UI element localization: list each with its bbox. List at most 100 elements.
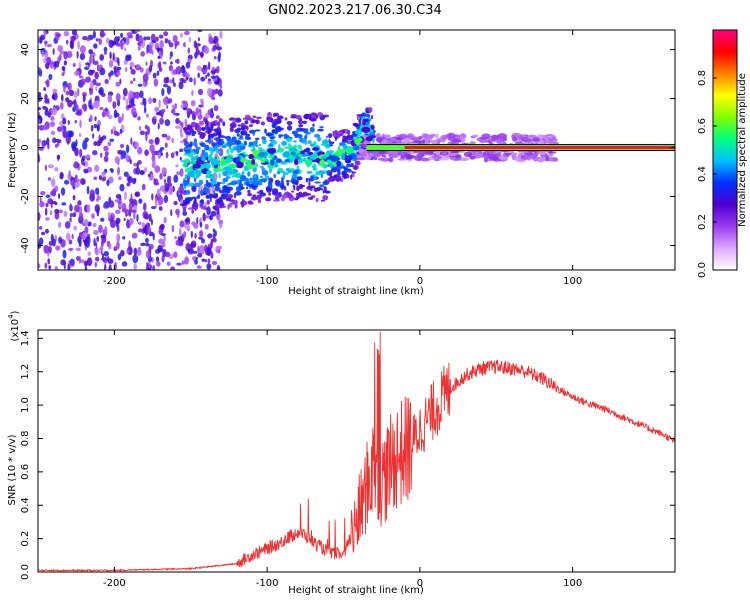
heatmap-cell bbox=[141, 221, 146, 228]
heatmap-cell bbox=[107, 141, 112, 147]
heatmap-cell bbox=[54, 208, 60, 214]
heatmap-cell bbox=[225, 175, 231, 179]
carrier-peak bbox=[450, 146, 675, 149]
heatmap-cell bbox=[237, 133, 240, 138]
heatmap-cell bbox=[213, 168, 220, 173]
heatmap-cell bbox=[126, 32, 133, 37]
heatmap-cell bbox=[161, 254, 165, 263]
heatmap-cell bbox=[123, 191, 127, 201]
heatmap-cell bbox=[89, 189, 95, 198]
heatmap-cell bbox=[324, 138, 328, 145]
heatmap-cell bbox=[92, 60, 99, 66]
heatmap-cell bbox=[265, 132, 273, 137]
heatmap-cell bbox=[82, 140, 88, 150]
heatmap-cell bbox=[273, 173, 277, 179]
heatmap-cell bbox=[176, 151, 179, 157]
heatmap-cell bbox=[532, 137, 540, 142]
heatmap-cell bbox=[45, 107, 49, 112]
heatmap-cell bbox=[206, 182, 212, 188]
heatmap-cell bbox=[190, 230, 194, 238]
heatmap-cell bbox=[105, 107, 108, 112]
heatmap-cell bbox=[138, 125, 142, 131]
heatmap-cell bbox=[305, 177, 309, 183]
heatmap-cell bbox=[524, 152, 535, 156]
heatmap-cell bbox=[171, 267, 174, 270]
heatmap-cell bbox=[219, 140, 225, 145]
heatmap-cell bbox=[171, 68, 174, 76]
heatmap-cell bbox=[160, 233, 166, 237]
heatmap-cell bbox=[310, 114, 317, 119]
heatmap-cell bbox=[182, 199, 185, 203]
heatmap-cell bbox=[207, 233, 213, 239]
heatmap-cell bbox=[208, 135, 211, 141]
heatmap-cell bbox=[123, 217, 126, 222]
heatmap-cell bbox=[126, 218, 130, 226]
heatmap-cell bbox=[221, 144, 227, 149]
heatmap-cell bbox=[210, 159, 219, 166]
spectrogram-frame bbox=[37, 29, 676, 271]
heatmap-cell bbox=[245, 186, 249, 190]
heatmap-cell bbox=[339, 132, 343, 135]
heatmap-cell bbox=[278, 191, 282, 198]
heatmap-cell bbox=[133, 77, 136, 82]
heatmap-cell bbox=[79, 178, 86, 185]
heatmap-cell bbox=[63, 179, 70, 185]
heatmap-cell bbox=[136, 162, 139, 169]
heatmap-cell bbox=[221, 193, 229, 196]
heatmap-cell bbox=[94, 71, 99, 80]
heatmap-cell bbox=[92, 133, 95, 139]
heatmap-cell bbox=[142, 97, 145, 105]
heatmap-cell bbox=[225, 156, 233, 164]
heatmap-cell bbox=[178, 227, 182, 236]
heatmap-cell bbox=[99, 136, 104, 142]
heatmap-cell bbox=[356, 124, 360, 130]
heatmap-cell bbox=[84, 226, 89, 234]
heatmap-cell bbox=[129, 159, 132, 165]
heatmap-cell bbox=[175, 164, 179, 168]
heatmap-cell bbox=[112, 52, 115, 61]
heatmap-cell bbox=[138, 35, 143, 45]
heatmap-cell bbox=[145, 61, 148, 66]
heatmap-cell bbox=[372, 138, 375, 143]
heatmap-cell bbox=[193, 40, 197, 49]
heatmap-cell bbox=[87, 251, 92, 257]
heatmap-cell bbox=[276, 115, 284, 120]
heatmap-cell bbox=[108, 243, 112, 250]
heatmap-cell bbox=[194, 51, 198, 59]
heatmap-cell bbox=[51, 107, 58, 116]
heatmap-cell bbox=[356, 154, 362, 159]
heatmap-cell bbox=[350, 174, 353, 180]
heatmap-cell bbox=[199, 98, 203, 104]
heatmap-cell bbox=[163, 178, 166, 185]
heatmap-cell bbox=[81, 104, 85, 110]
heatmap-cell bbox=[140, 51, 146, 57]
spectrogram-xtick-label: -200 bbox=[103, 276, 126, 287]
heatmap-cell bbox=[286, 121, 293, 126]
heatmap-cell bbox=[309, 154, 318, 160]
heatmap-cell bbox=[259, 192, 267, 197]
heatmap-cell bbox=[293, 140, 297, 143]
heatmap-cell bbox=[217, 54, 221, 63]
heatmap-cell bbox=[187, 171, 195, 178]
heatmap-cell bbox=[192, 141, 198, 147]
heatmap-cell bbox=[255, 144, 259, 147]
heatmap-cell bbox=[267, 183, 273, 189]
heatmap-cell bbox=[300, 137, 308, 144]
heatmap-cell bbox=[52, 48, 55, 55]
heatmap-cell bbox=[250, 117, 253, 124]
heatmap-cell bbox=[112, 101, 117, 109]
heatmap-cell bbox=[206, 206, 211, 216]
heatmap-cell bbox=[148, 243, 154, 250]
heatmap-cell bbox=[193, 151, 196, 156]
heatmap-cell bbox=[244, 116, 251, 121]
heatmap-cell bbox=[286, 181, 290, 186]
heatmap-cell bbox=[336, 160, 342, 167]
heatmap-cell bbox=[45, 62, 50, 70]
heatmap-cell bbox=[397, 158, 408, 161]
heatmap-cell bbox=[183, 180, 189, 186]
heatmap-cell bbox=[363, 155, 372, 161]
heatmap-cell bbox=[346, 134, 354, 141]
heatmap-cell bbox=[229, 170, 233, 175]
heatmap-cell bbox=[182, 162, 188, 168]
heatmap-cell bbox=[138, 221, 142, 225]
